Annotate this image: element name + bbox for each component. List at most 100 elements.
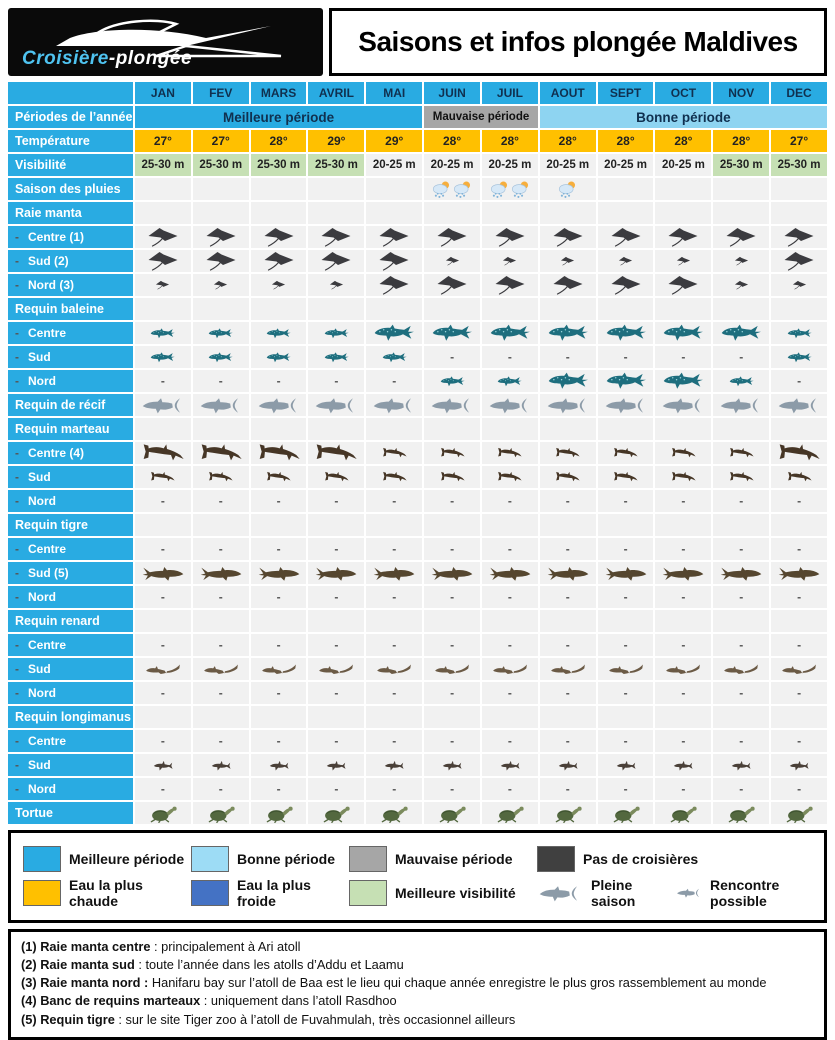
turtle-icon <box>206 804 236 823</box>
dash-mark: - <box>623 734 628 748</box>
dash-mark: - <box>218 494 223 508</box>
species-zone-label: Sud <box>28 350 51 364</box>
empty-cell <box>135 610 191 632</box>
temperature-cell: 27° <box>192 130 249 152</box>
tiger-icon <box>778 564 820 583</box>
animal-cell <box>250 442 307 464</box>
dash-mark: - <box>392 638 397 652</box>
species-zone-label: Nord <box>28 590 56 604</box>
manta-icon <box>791 280 808 290</box>
animal-cell <box>655 370 712 392</box>
temperature-cell: 28° <box>539 130 596 152</box>
animal-cell <box>250 658 307 680</box>
empty-cell <box>655 514 712 536</box>
dash-mark: - <box>681 686 686 700</box>
dash-mark: - <box>565 638 570 652</box>
dash-mark: - <box>334 782 339 796</box>
temperature-cell: 27° <box>771 130 827 152</box>
reef-icon <box>776 397 822 414</box>
animal-cell: - <box>135 370 191 392</box>
whale-icon <box>323 328 350 339</box>
manta-icon <box>733 256 750 266</box>
row-label-reef: Requin de récif <box>8 394 133 416</box>
empty-cell <box>308 418 365 440</box>
animal-cell <box>597 394 654 416</box>
hammer-icon <box>671 447 696 459</box>
dash-mark: - <box>739 638 744 652</box>
list-dash: - <box>15 470 19 484</box>
animal-cell <box>192 754 249 776</box>
manta-icon <box>316 250 356 272</box>
animal-cell <box>135 658 191 680</box>
empty-cell <box>366 202 423 224</box>
animal-cell <box>597 802 654 824</box>
dash-mark: - <box>218 638 223 652</box>
animal-cell <box>539 442 596 464</box>
animal-cell <box>713 442 770 464</box>
empty-cell <box>366 706 423 728</box>
empty-cell <box>192 418 249 440</box>
dash-mark: - <box>565 590 570 604</box>
dash-mark: - <box>507 638 512 652</box>
animal-cell <box>539 466 596 488</box>
rain-cell <box>135 178 191 200</box>
empty-cell <box>308 298 365 320</box>
animal-cell <box>713 754 770 776</box>
animal-cell <box>597 370 654 392</box>
longim-icon <box>616 759 636 772</box>
whale-icon <box>496 376 523 387</box>
longim-icon <box>673 759 693 772</box>
table-row: Température 27° 27° 28° 29° 29° 28° 28° 28° 28° 28… <box>8 130 827 152</box>
animal-cell: - <box>713 682 770 704</box>
temperature-cell: 29° <box>308 130 365 152</box>
animal-cell <box>366 322 423 344</box>
reef-icon <box>603 397 649 414</box>
empty-cell <box>250 202 307 224</box>
animal-cell <box>135 250 191 272</box>
animal-cell: - <box>250 778 307 800</box>
empty-cell <box>771 298 827 320</box>
species-subrow-label: - Nord <box>8 370 133 392</box>
animal-cell: - <box>192 778 249 800</box>
table-row: - Nord - - - - - - <box>8 370 827 392</box>
reef-icon <box>487 397 533 414</box>
species-subrow-label: - Sud <box>8 658 133 680</box>
animal-cell: - <box>539 730 596 752</box>
table-row: - Centre - - - - - - - - - - - - <box>8 634 827 656</box>
longim-icon <box>789 759 809 772</box>
animal-cell: - <box>539 346 596 368</box>
whale-icon <box>149 352 176 363</box>
animal-cell: - <box>250 730 307 752</box>
animal-cell <box>250 250 307 272</box>
dash-mark: - <box>276 542 281 556</box>
species-zone-label: Centre <box>28 734 67 748</box>
shark-small-icon <box>676 888 702 898</box>
species-subrow-label: - Centre <box>8 538 133 560</box>
empty-cell <box>539 418 596 440</box>
animal-cell <box>713 226 770 248</box>
hammer-icon <box>613 447 638 459</box>
rain-cell <box>366 178 423 200</box>
animal-cell <box>481 274 538 296</box>
legend-icon-pair: Pleine saison Rencontre possible <box>537 877 812 909</box>
list-dash: - <box>15 662 19 676</box>
dash-mark: - <box>565 542 570 556</box>
animal-cell: - <box>655 730 712 752</box>
dash-mark: - <box>218 734 223 748</box>
animal-cell <box>366 802 423 824</box>
animal-cell: - <box>539 490 596 512</box>
animal-cell: - <box>481 682 538 704</box>
temperature-cell: 28° <box>655 130 712 152</box>
animal-cell: - <box>308 730 365 752</box>
table-row: JAN FEV MARS AVRIL MAI JUIN JUIL AOUT SEPT OCT NOV… <box>8 82 827 104</box>
table-row: - Nord - - - - - - - - - - - - <box>8 586 827 608</box>
legend-item: Pleine saison <box>537 877 656 909</box>
animal-cell <box>655 466 712 488</box>
animal-cell <box>250 322 307 344</box>
animal-cell <box>366 346 423 368</box>
table-row: Visibilité 25-30 m 25-30 m 25-30 m 25-30 m 20… <box>8 154 827 176</box>
thresher-icon <box>492 663 528 676</box>
animal-cell: - <box>424 490 480 512</box>
dash-mark: - <box>450 734 455 748</box>
empty-cell <box>655 418 712 440</box>
